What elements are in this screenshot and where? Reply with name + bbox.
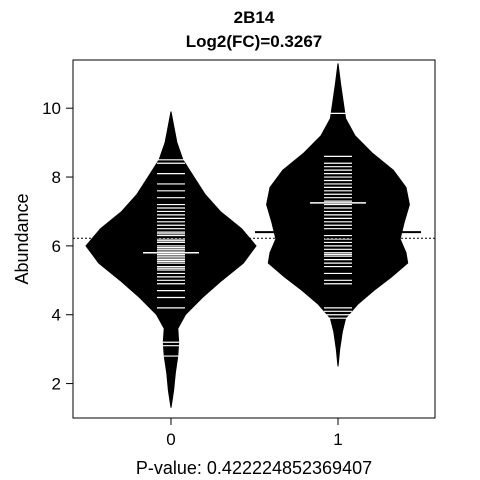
x-axis-label: P-value: 0.422224852369407 bbox=[136, 458, 372, 478]
x-tick-label: 0 bbox=[166, 430, 175, 449]
y-axis-label: Abundance bbox=[12, 193, 32, 284]
overlay-layer bbox=[73, 231, 435, 246]
plot-frame bbox=[72, 59, 436, 419]
y-tick-label: 8 bbox=[52, 168, 61, 187]
chart-subtitle: Log2(FC)=0.3267 bbox=[186, 32, 323, 51]
beans-layer bbox=[85, 63, 410, 408]
x-tick-label: 1 bbox=[333, 430, 342, 449]
chart-title: 2B14 bbox=[234, 8, 275, 27]
y-tick-label: 10 bbox=[42, 99, 61, 118]
y-tick-label: 4 bbox=[52, 306, 61, 325]
y-tick-label: 2 bbox=[52, 375, 61, 394]
y-axis: 2 4 6 8 10 bbox=[42, 99, 73, 394]
y-tick-label: 6 bbox=[52, 237, 61, 256]
